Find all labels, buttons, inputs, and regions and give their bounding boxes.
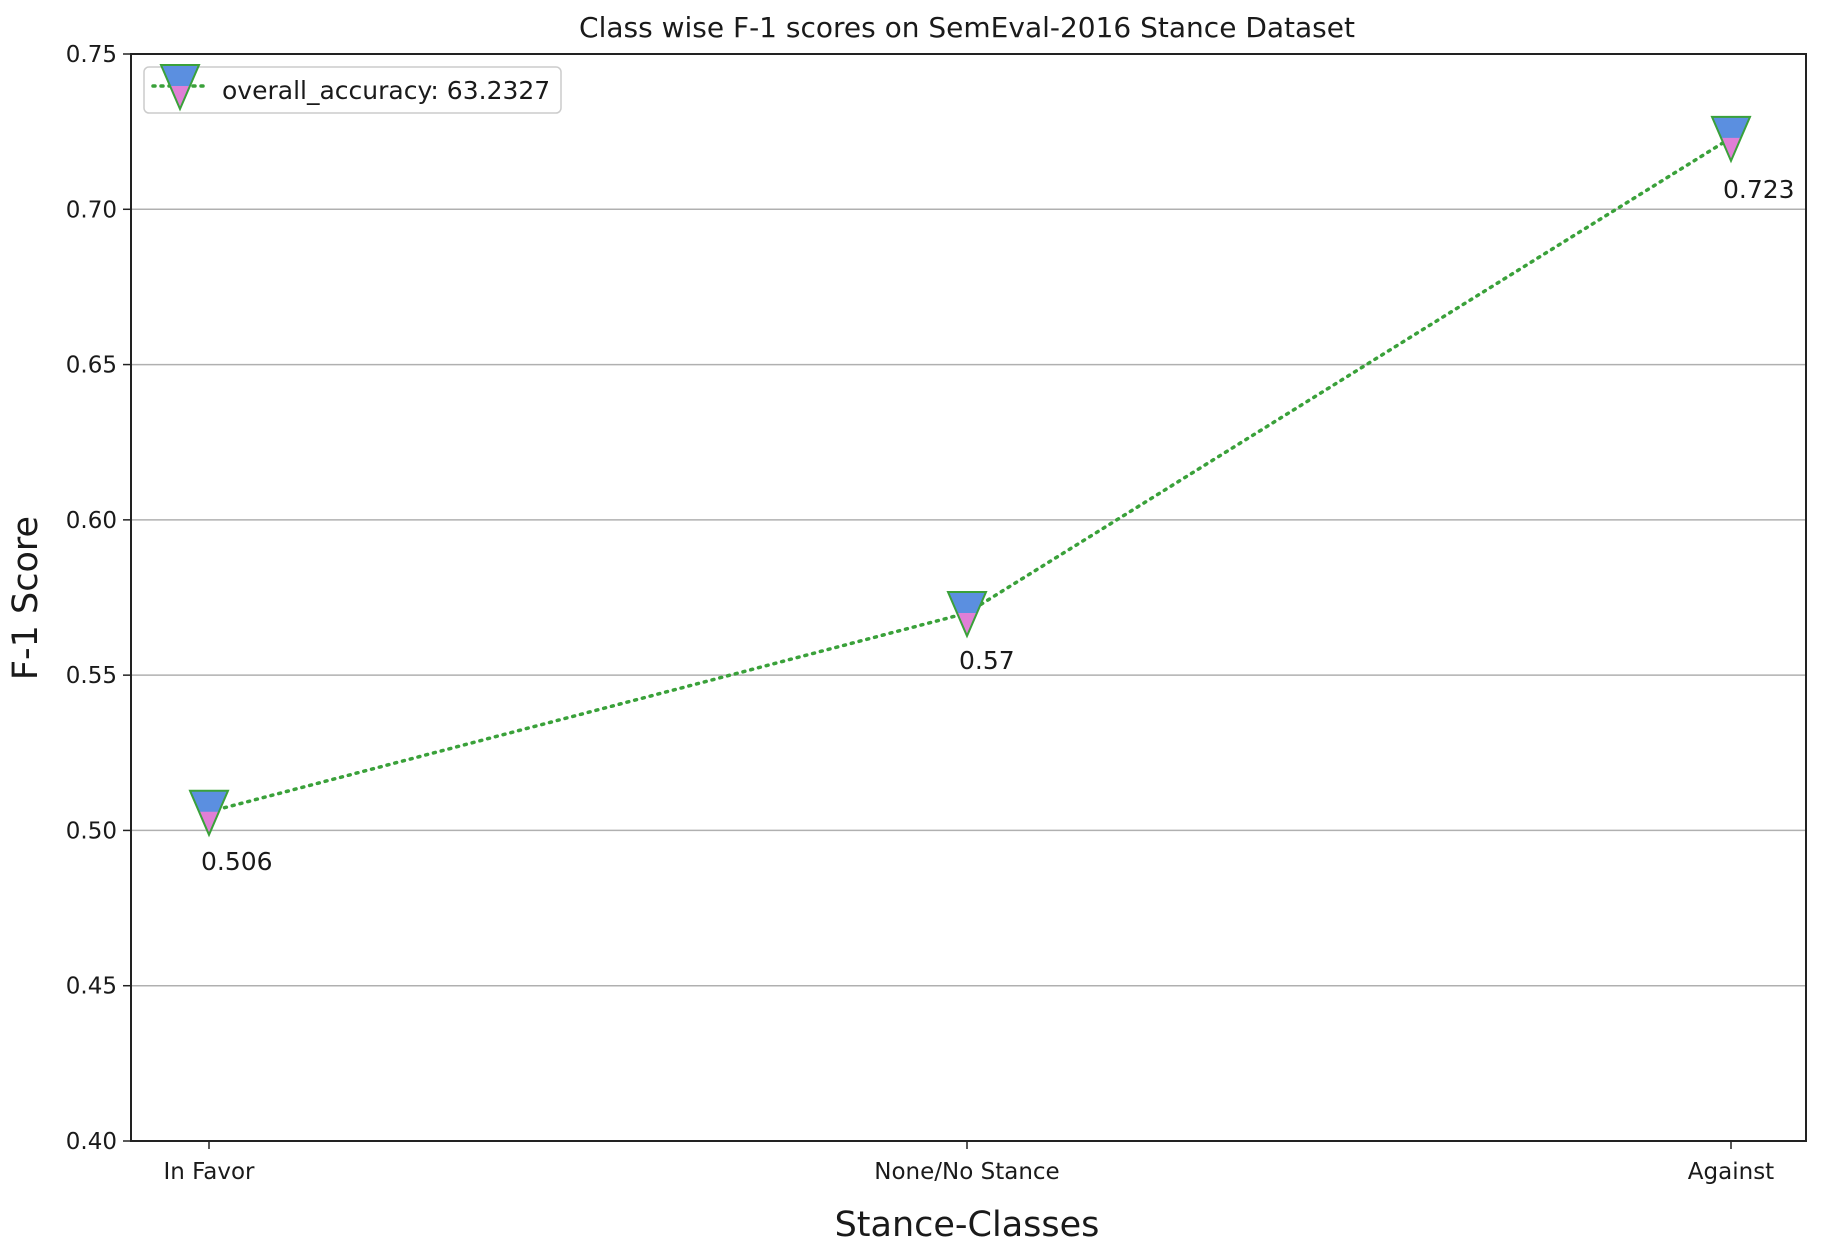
y-tick-label: 0.50: [66, 818, 117, 844]
legend-box: [143, 66, 562, 114]
marker-edge: [946, 591, 988, 639]
x-axis-label: Stance-Classes: [835, 1205, 1100, 1245]
marker-top-fill: [190, 790, 228, 812]
data-point: [1710, 115, 1752, 164]
y-tick-label: 0.70: [66, 197, 117, 223]
y-tick-label: 0.45: [66, 974, 117, 1000]
marker-edge: [159, 64, 201, 112]
marker-edge: [188, 789, 230, 838]
x-axis-ticks: In Favor None/No Stance Against: [163, 1141, 1774, 1185]
y-tick-label: 0.55: [66, 663, 117, 689]
x-tick-label: Against: [1688, 1159, 1774, 1185]
y-tick-label: 0.60: [66, 508, 117, 534]
x-tick-label: None/No Stance: [874, 1159, 1059, 1185]
legend: overall_accuracy: 63.2327: [143, 64, 562, 114]
series: 0.506 0.57 0.723: [188, 115, 1795, 876]
marker-edge: [1710, 115, 1752, 164]
data-point: [946, 591, 988, 639]
data-label: 0.723: [1723, 175, 1795, 204]
marker-top-fill: [948, 592, 986, 614]
plot-frame: [130, 53, 1807, 1142]
y-tick-label: 0.40: [66, 1129, 117, 1155]
marker-top-fill: [1712, 116, 1750, 138]
data-label: 0.506: [201, 847, 273, 876]
legend-marker: [151, 64, 209, 112]
legend-entry: overall_accuracy: 63.2327: [222, 76, 550, 105]
data-point: [188, 789, 230, 838]
x-tick-label: In Favor: [163, 1159, 255, 1185]
y-tick-label: 0.65: [66, 353, 117, 379]
marker-top-fill: [161, 65, 199, 86]
gridlines: [131, 208, 1806, 987]
chart-title: Class wise F-1 scores on SemEval-2016 St…: [579, 11, 1355, 44]
y-tick-label: 0.75: [66, 42, 117, 68]
y-axis-label: F-1 Score: [6, 516, 46, 680]
legend-point: [159, 64, 201, 112]
y-axis-ticks: 0.40 0.45 0.50 0.55 0.60 0.65 0.70 0.75: [66, 42, 131, 1155]
data-label: 0.57: [959, 646, 1015, 675]
